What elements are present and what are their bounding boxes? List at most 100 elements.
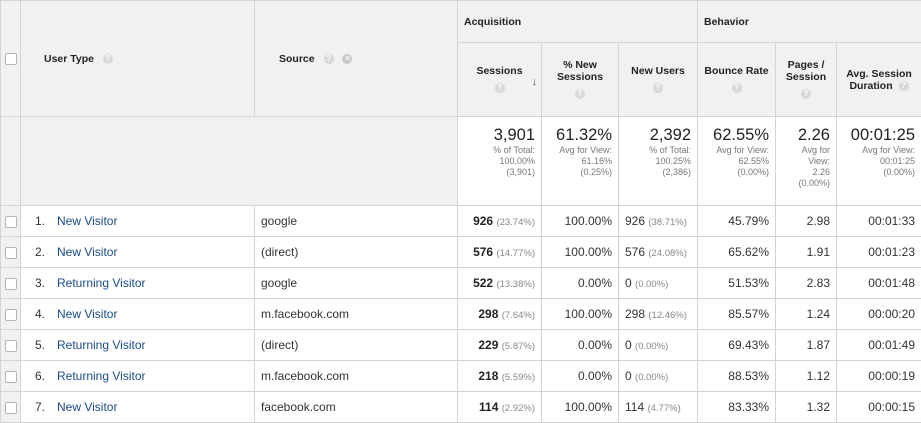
summary-avg-session-duration: 00:01:25 Avg for View: 00:01:25 (0.00%) (837, 117, 921, 206)
row-number: 2. (35, 245, 57, 259)
help-icon[interactable]: ? (899, 81, 909, 91)
new-users-percent: (24.08%) (648, 248, 687, 259)
sessions-percent: (14.77%) (496, 248, 535, 259)
summary-caption: View: (776, 156, 830, 167)
table-row: 7.New Visitor facebook.com 114 (2.92%) 1… (1, 392, 921, 423)
new-users-value: 0 (625, 276, 632, 290)
new-users-value: 114 (625, 400, 644, 414)
sessions-header[interactable]: Sessions ? ↓ (458, 43, 542, 117)
user-type-link[interactable]: Returning Visitor (57, 369, 146, 383)
help-icon[interactable]: ? (103, 54, 113, 64)
row-checkbox[interactable] (5, 278, 17, 290)
table-row: 4.New Visitor m.facebook.com 298 (7.64%)… (1, 299, 921, 330)
avg-session-duration-cell: 00:00:15 (837, 392, 921, 423)
user-type-cell: 3.Returning Visitor (21, 268, 255, 299)
bounce-rate-cell: 69.43% (698, 330, 776, 361)
select-all-checkbox[interactable] (5, 53, 17, 65)
row-number: 4. (35, 307, 57, 321)
summary-new-users: 2,392 % of Total: 100.25% (2,386) (619, 117, 698, 206)
summary-value: 62.55% (698, 125, 769, 145)
summary-caption: 61.16% (542, 156, 612, 167)
row-checkbox[interactable] (5, 247, 17, 259)
user-type-link[interactable]: New Visitor (57, 400, 117, 414)
row-checkbox-cell (1, 361, 21, 392)
summary-sessions: 3,901 % of Total: 100.00% (3,901) (458, 117, 542, 206)
new-users-header-label: New Users (631, 65, 685, 77)
sessions-percent: (23.74%) (496, 217, 535, 228)
new-users-percent: (38.71%) (648, 217, 687, 228)
pages-per-session-cell: 2.83 (776, 268, 837, 299)
source-cell: m.facebook.com (255, 361, 458, 392)
source-cell: m.facebook.com (255, 299, 458, 330)
new-users-cell: 926 (38.71%) (619, 206, 698, 237)
sessions-percent: (5.59%) (502, 372, 535, 383)
user-type-link[interactable]: New Visitor (57, 245, 117, 259)
new-users-value: 0 (625, 369, 632, 383)
avg-session-duration-cell: 00:00:19 (837, 361, 921, 392)
new-users-percent: (12.46%) (648, 310, 687, 321)
table-row: 5.Returning Visitor (direct) 229 (5.87%)… (1, 330, 921, 361)
new-sessions-cell: 100.00% (542, 237, 619, 268)
pages-per-session-header[interactable]: Pages / Session ? (776, 43, 837, 117)
user-type-link[interactable]: Returning Visitor (57, 276, 146, 290)
new-sessions-header[interactable]: % New Sessions ? (542, 43, 619, 117)
source-header[interactable]: Source ? ✕ (255, 1, 458, 117)
pages-header-label-2: Session (786, 71, 826, 83)
summary-blank (21, 117, 458, 206)
row-checkbox-cell (1, 206, 21, 237)
user-type-header[interactable]: User Type ? (21, 1, 255, 117)
pages-per-session-cell: 1.32 (776, 392, 837, 423)
summary-caption: Avg for (776, 145, 830, 156)
remove-dimension-icon[interactable]: ✕ (342, 54, 352, 64)
row-number: 3. (35, 276, 57, 290)
new-sessions-cell: 0.00% (542, 330, 619, 361)
summary-row: 3,901 % of Total: 100.00% (3,901) 61.32%… (1, 117, 921, 206)
summary-value: 3,901 (458, 125, 535, 145)
summary-caption: (0.00%) (837, 167, 915, 178)
user-type-link[interactable]: New Visitor (57, 214, 117, 228)
row-checkbox[interactable] (5, 371, 17, 383)
row-checkbox[interactable] (5, 340, 17, 352)
new-sessions-cell: 0.00% (542, 361, 619, 392)
sessions-value: 114 (479, 400, 498, 414)
bounce-rate-header[interactable]: Bounce Rate ? (698, 43, 776, 117)
avg-session-duration-cell: 00:01:48 (837, 268, 921, 299)
row-checkbox-cell (1, 392, 21, 423)
help-icon[interactable]: ? (575, 89, 585, 99)
row-number: 6. (35, 369, 57, 383)
summary-bounce-rate: 62.55% Avg for View: 62.55% (0.00%) (698, 117, 776, 206)
help-icon[interactable]: ? (801, 89, 811, 99)
new-sessions-cell: 0.00% (542, 268, 619, 299)
row-checkbox[interactable] (5, 216, 17, 228)
sessions-cell: 298 (7.64%) (458, 299, 542, 330)
row-checkbox[interactable] (5, 402, 17, 414)
help-icon[interactable]: ? (732, 83, 742, 93)
sort-descending-icon[interactable]: ↓ (532, 76, 538, 88)
new-users-percent: (0.00%) (635, 372, 668, 383)
bounce-rate-cell: 65.62% (698, 237, 776, 268)
user-type-link[interactable]: Returning Visitor (57, 338, 146, 352)
sessions-value: 298 (478, 307, 498, 321)
row-checkbox-cell (1, 237, 21, 268)
new-users-cell: 576 (24.08%) (619, 237, 698, 268)
avg-session-duration-header[interactable]: Avg. Session Duration ? (837, 43, 921, 117)
summary-blank (1, 117, 21, 206)
summary-caption: % of Total: (458, 145, 535, 156)
summary-caption: 62.55% (698, 156, 769, 167)
sessions-cell: 114 (2.92%) (458, 392, 542, 423)
new-users-cell: 298 (12.46%) (619, 299, 698, 330)
help-icon[interactable]: ? (324, 54, 334, 64)
summary-caption: 2.26 (776, 167, 830, 178)
sessions-header-label: Sessions (476, 65, 522, 77)
bounce-rate-cell: 85.57% (698, 299, 776, 330)
row-checkbox[interactable] (5, 309, 17, 321)
help-icon[interactable]: ? (495, 83, 505, 93)
help-icon[interactable]: ? (653, 83, 663, 93)
user-type-cell: 2.New Visitor (21, 237, 255, 268)
summary-value: 00:01:25 (837, 125, 915, 145)
new-users-header[interactable]: New Users ? (619, 43, 698, 117)
summary-caption: (0.00%) (776, 178, 830, 189)
new-users-percent: (0.00%) (635, 279, 668, 290)
user-type-link[interactable]: New Visitor (57, 307, 117, 321)
